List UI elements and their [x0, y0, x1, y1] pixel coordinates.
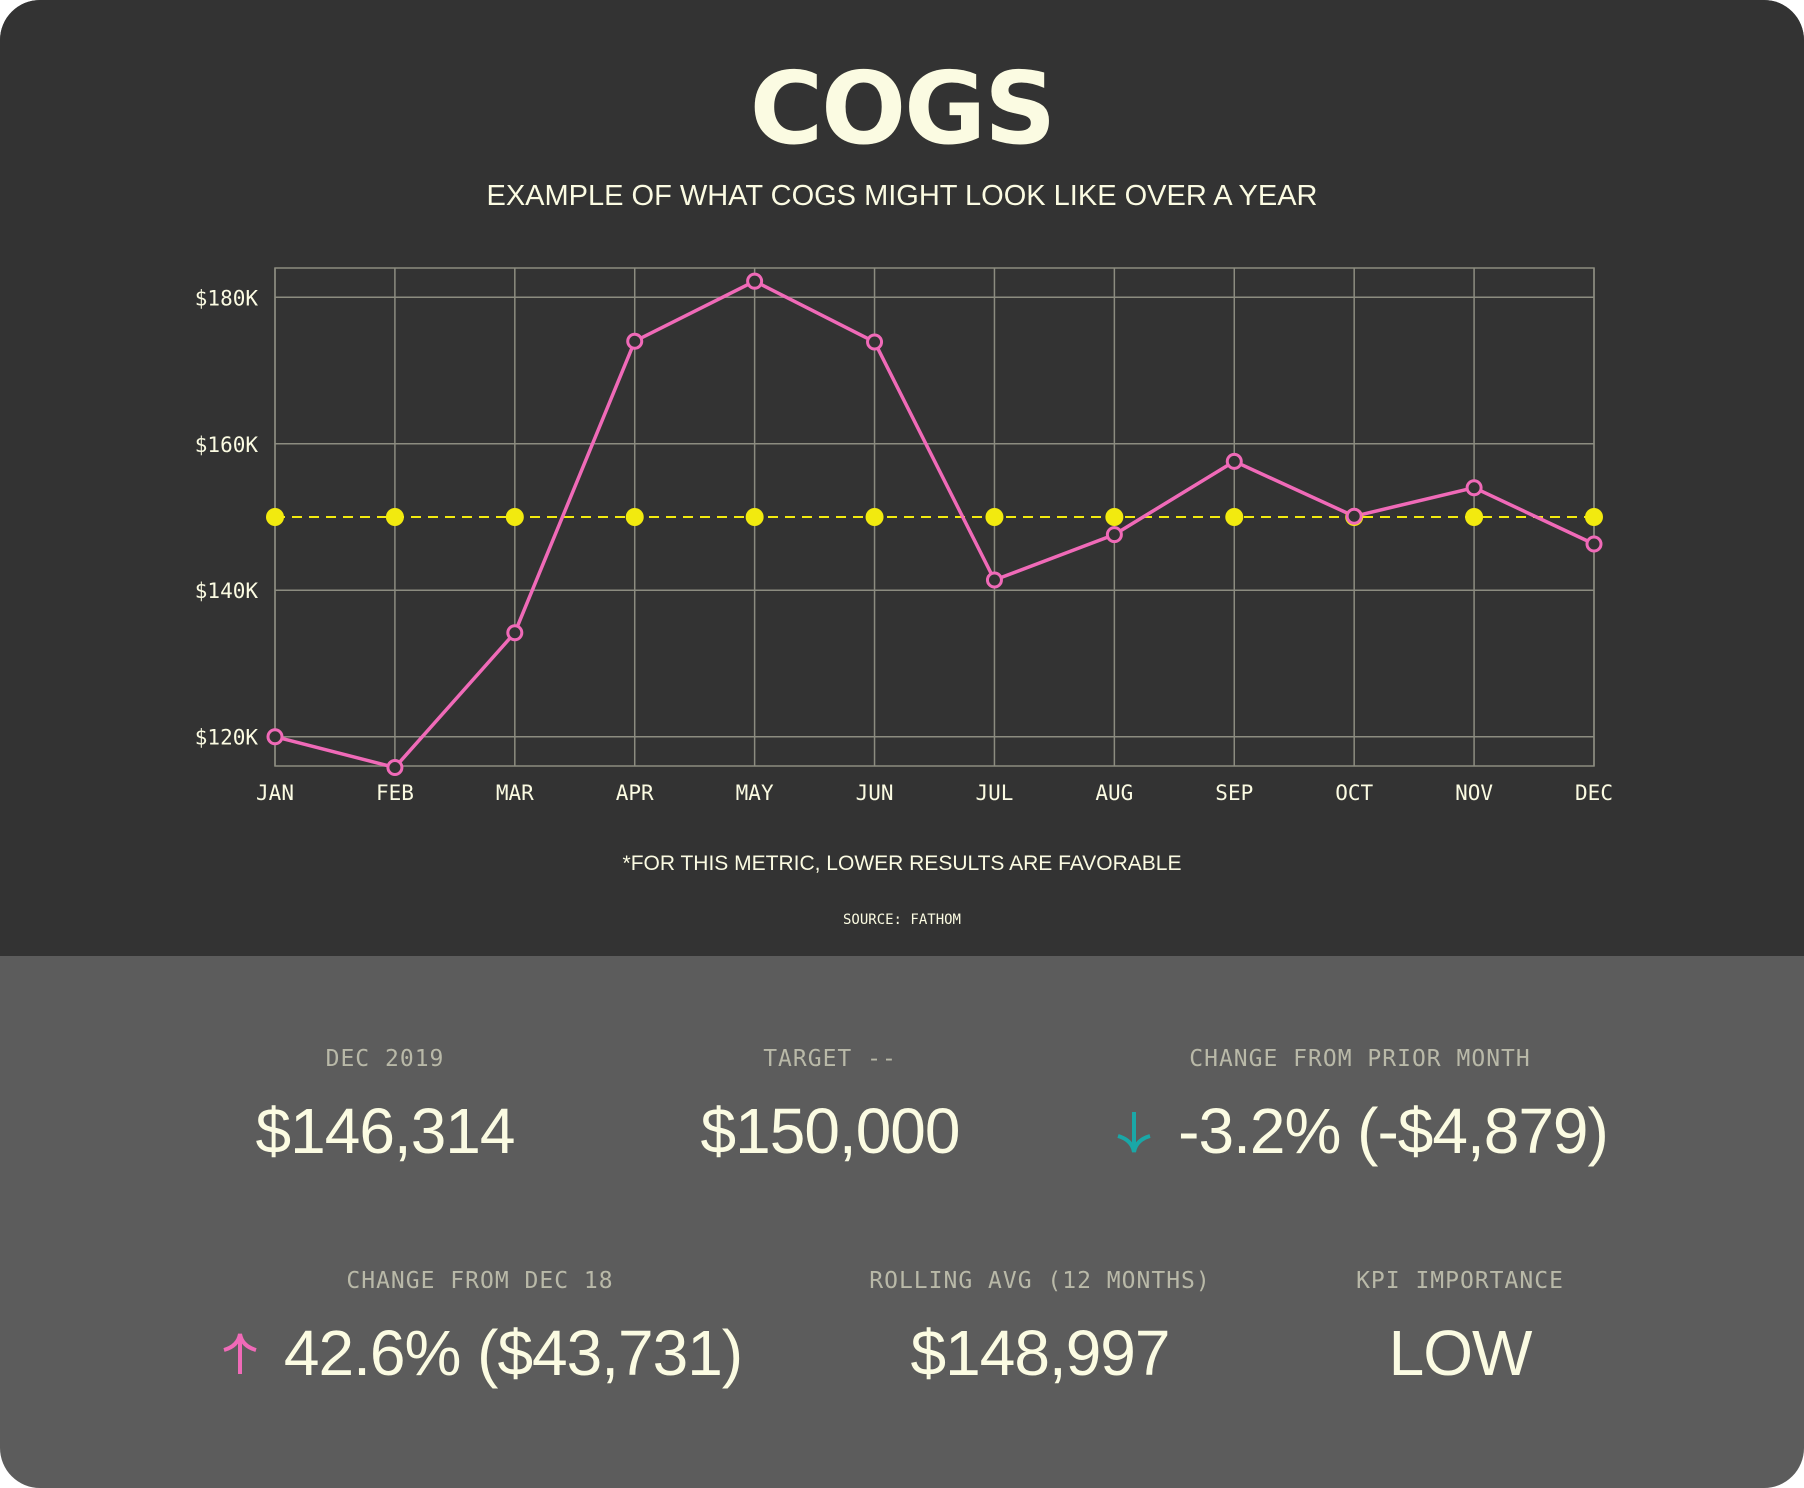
target-point	[1105, 508, 1124, 526]
cogs-line-chart: JAN FEB MAR APR MAY JUN JUL AUG SEP OCT NOV DEC $120…	[195, 267, 1613, 805]
x-tick-label: MAR	[496, 781, 534, 805]
arrow-down-icon	[1112, 1099, 1156, 1173]
kpi-rolling-value: $148,997	[910, 1317, 1171, 1389]
favorability-note: *FOR THIS METRIC, LOWER RESULTS ARE FAVO…	[622, 852, 1182, 875]
x-tick-label: OCT	[1335, 781, 1373, 805]
plot-frame	[274, 267, 1595, 767]
kpi-prior-month-label: CHANGE FROM PRIOR MONTH	[1189, 1046, 1531, 1072]
kpi-prior-year-row: 42.6% ($43,731)	[200, 1316, 760, 1395]
kpi-prior-month: CHANGE FROM PRIOR MONTH -3.2% (-$4,879)	[1060, 1046, 1660, 1173]
target-point	[1225, 508, 1244, 526]
arrow-up-icon	[218, 1321, 262, 1395]
actual-point	[1585, 535, 1603, 553]
kpi-prior-month-row: -3.2% (-$4,879)	[1060, 1094, 1660, 1173]
actual-point	[1105, 526, 1123, 544]
kpi-target: TARGET -- $150,000	[635, 1046, 1025, 1168]
actual-point	[266, 728, 284, 746]
x-tick-label: NOV	[1455, 781, 1493, 805]
x-tick-label: SEP	[1215, 781, 1253, 805]
kpi-importance: KPI IMPORTANCE LOW	[1290, 1268, 1630, 1390]
chart-title: COGS	[749, 50, 1057, 167]
kpi-prior-year-label: CHANGE FROM DEC 18	[346, 1268, 614, 1294]
actual-point	[1225, 452, 1243, 470]
actual-point	[985, 571, 1003, 589]
x-tick-label: JAN	[256, 781, 294, 805]
kpi-target-value: $150,000	[700, 1095, 961, 1167]
kpi-current-label: DEC 2019	[325, 1046, 445, 1072]
target-point	[385, 508, 404, 526]
kpi-current: DEC 2019 $146,314	[205, 1046, 565, 1168]
y-tick-label: $160K	[195, 433, 259, 457]
actual-point	[746, 272, 764, 290]
y-tick-label: $180K	[195, 286, 259, 310]
x-tick-label: JUL	[975, 781, 1013, 805]
chart-panel: COGS EXAMPLE OF WHAT COGS MIGHT LOOK LIK…	[0, 0, 1804, 956]
target-point	[745, 508, 764, 526]
target-point	[985, 508, 1004, 526]
target-point	[1585, 508, 1603, 526]
actual-point	[1345, 507, 1363, 525]
target-point	[1465, 508, 1484, 526]
kpi-prior-year: CHANGE FROM DEC 18 42.6% ($43,731)	[200, 1268, 760, 1395]
x-tick-label: MAY	[736, 781, 774, 805]
x-tick-label: DEC	[1575, 781, 1613, 805]
chart-subtitle: EXAMPLE OF WHAT COGS MIGHT LOOK LIKE OVE…	[486, 180, 1318, 212]
actual-point	[626, 332, 644, 350]
kpi-target-label: TARGET --	[763, 1046, 897, 1072]
kpi-prior-month-value: -3.2% (-$4,879)	[1178, 1095, 1609, 1167]
target-point	[266, 508, 284, 526]
target-point	[865, 508, 884, 526]
kpi-rolling-label: ROLLING AVG (12 MONTHS)	[869, 1268, 1211, 1294]
actual-series-line	[274, 279, 1595, 770]
kpi-current-value: $146,314	[255, 1095, 516, 1167]
target-point	[625, 508, 644, 526]
x-tick-label: AUG	[1095, 781, 1133, 805]
actual-point	[386, 758, 404, 776]
y-tick-label: $120K	[195, 726, 259, 750]
actual-point	[866, 333, 884, 351]
target-point	[505, 508, 524, 526]
kpi-rolling: ROLLING AVG (12 MONTHS) $148,997	[840, 1268, 1240, 1390]
kpi-importance-value: LOW	[1388, 1317, 1533, 1389]
x-tick-label: FEB	[376, 781, 414, 805]
x-tick-label: APR	[616, 781, 654, 805]
x-tick-label: JUN	[856, 781, 894, 805]
actual-point	[506, 624, 524, 642]
source-label: SOURCE: FATHOM	[842, 912, 961, 928]
y-tick-label: $140K	[195, 579, 259, 603]
kpi-prior-year-value: 42.6% ($43,731)	[283, 1317, 743, 1389]
actual-point	[1465, 479, 1483, 497]
kpi-importance-label: KPI IMPORTANCE	[1356, 1268, 1564, 1294]
